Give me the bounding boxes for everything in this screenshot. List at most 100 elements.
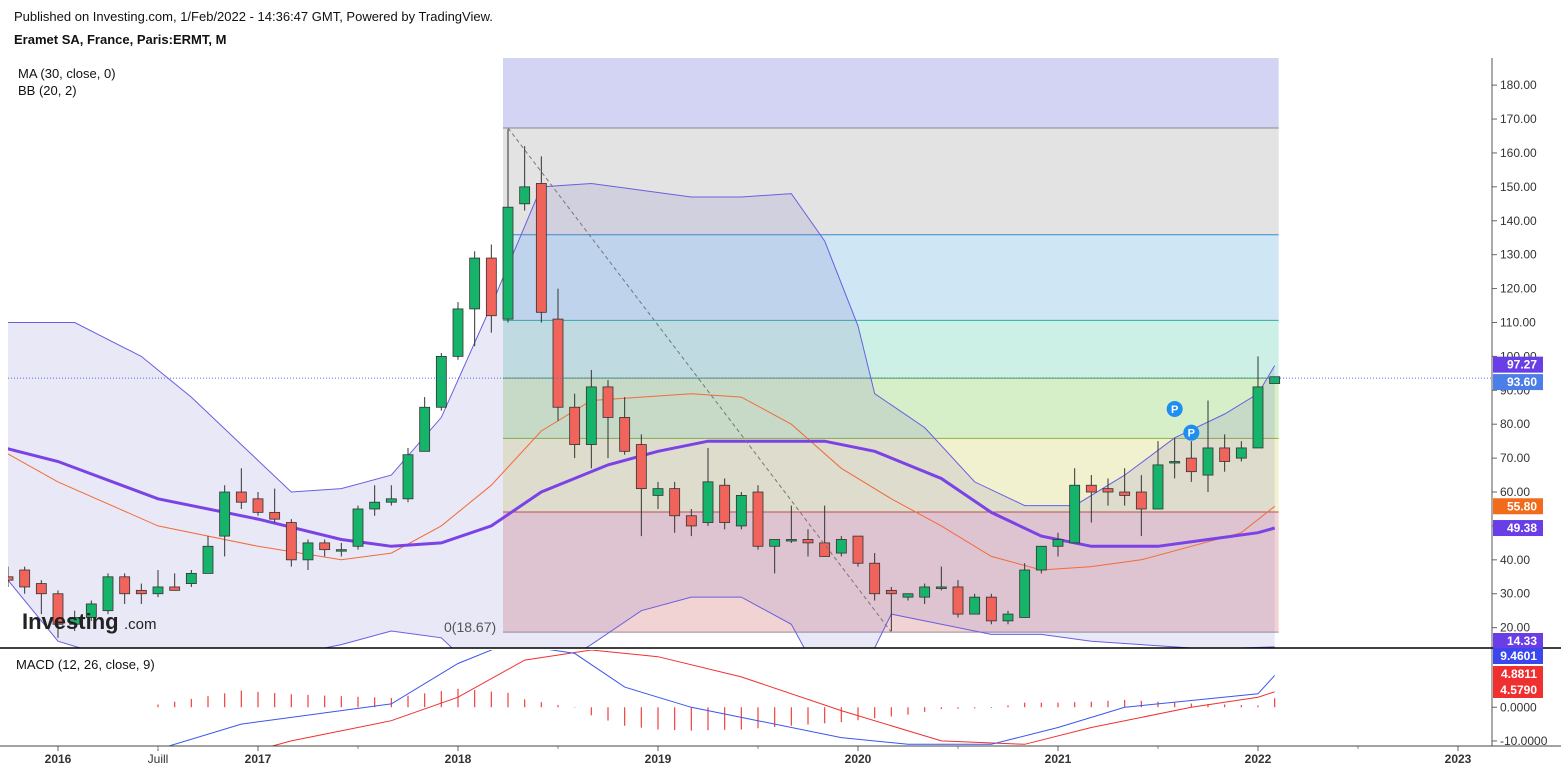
- y-tick-label: 30.00: [1500, 587, 1530, 601]
- bb-basis-line: [8, 393, 1276, 571]
- fib-trendline: [507, 127, 892, 633]
- candle-body: [1119, 491, 1131, 496]
- candle-body: [369, 501, 381, 510]
- candle-body: [185, 573, 197, 584]
- candle-body: [135, 589, 147, 595]
- macd-legend: MACD (12, 26, close, 9): [16, 657, 155, 672]
- x-tick-label: 2020: [845, 752, 872, 766]
- candle-body: [635, 444, 647, 490]
- candle-body: [102, 576, 114, 612]
- candle-body: [8, 576, 14, 581]
- candle-body: [285, 522, 297, 561]
- macd-pane: [157, 650, 1276, 746]
- candle-body: [985, 596, 997, 622]
- candle-body: [602, 386, 614, 418]
- logo-text: Investing: [22, 609, 119, 634]
- candle-body: [1085, 484, 1097, 493]
- price-badge: 55.80: [1493, 498, 1543, 515]
- price-badge-text: 55.80: [1507, 499, 1537, 513]
- price-badge-bg: [1493, 498, 1543, 515]
- candle-body: [785, 539, 797, 542]
- price-badge-text: 4.5790: [1500, 683, 1537, 697]
- candle-body: [569, 406, 581, 445]
- y-tick-label: 80.00: [1500, 417, 1530, 431]
- pivot-marker-letter: P: [1171, 404, 1178, 416]
- price-badge-bg: [1493, 633, 1543, 649]
- price-badge-text: 97.27: [1507, 358, 1537, 372]
- bb-upper-line: [8, 182, 1276, 507]
- candle-body: [1269, 376, 1281, 384]
- logo-suffix: .com: [124, 616, 157, 633]
- candle-body: [419, 406, 431, 452]
- y-tick-label: 140.00: [1500, 214, 1537, 228]
- candle-body: [869, 562, 881, 595]
- x-tick-label: 2016: [45, 752, 72, 766]
- published-line: Published on Investing.com, 1/Feb/2022 -…: [14, 9, 493, 24]
- candle-body: [1235, 447, 1247, 459]
- y-tick-label: 20.00: [1500, 621, 1530, 635]
- price-badge-bg: [1493, 374, 1543, 391]
- symbol-title: Eramet SA, France, Paris:ERMT, M: [14, 32, 227, 47]
- y-tick-label: 150.00: [1500, 180, 1537, 194]
- candlesticks: [8, 129, 1281, 638]
- y-tick-label: 160.00: [1500, 146, 1537, 160]
- bollinger-fill: [8, 183, 1275, 648]
- candle-body: [502, 206, 514, 320]
- investing-logo: Investing .com: [22, 609, 157, 634]
- candle-body: [535, 183, 547, 313]
- candle-body: [585, 386, 597, 445]
- candle-body: [335, 549, 347, 552]
- candle-body: [35, 583, 47, 595]
- candle-body: [202, 545, 214, 574]
- candle-body: [1219, 447, 1231, 462]
- candle-body: [52, 593, 64, 625]
- axes: [0, 58, 1561, 751]
- macd-y-tick-label: 0.0000: [1500, 700, 1537, 714]
- y-tick-label: 40.00: [1500, 553, 1530, 567]
- candle-body: [935, 586, 947, 589]
- candle-body: [435, 355, 447, 408]
- candle-body: [1102, 488, 1114, 493]
- chart-header: Published on Investing.com, 1/Feb/2022 -…: [14, 8, 493, 49]
- candle-body: [402, 454, 414, 500]
- x-tick-label: 2019: [645, 752, 672, 766]
- candle-body: [85, 603, 97, 618]
- candle-body: [269, 511, 281, 520]
- candle-body: [819, 542, 831, 557]
- candle-body: [702, 481, 714, 523]
- candle-body: [752, 491, 764, 547]
- candle-body: [485, 257, 497, 317]
- candle-body: [685, 515, 697, 527]
- candle-body: [1252, 386, 1264, 449]
- candle-body: [885, 589, 897, 595]
- y-tick-label: 130.00: [1500, 248, 1537, 262]
- fib-zero-label: 0(18.67): [444, 619, 496, 635]
- x-tick-label: 2021: [1045, 752, 1072, 766]
- y-tick-label: 60.00: [1500, 485, 1530, 499]
- candle-body: [552, 318, 564, 408]
- candle-body: [319, 542, 331, 551]
- candle-body: [769, 539, 781, 547]
- price-badge-bg: [1493, 648, 1543, 664]
- price-badge-text: 49.38: [1507, 521, 1537, 535]
- candle-body: [69, 617, 81, 625]
- candle-body: [1169, 461, 1181, 464]
- ma-legend: MA (30, close, 0): [18, 66, 116, 81]
- price-badge: 93.60: [1493, 374, 1543, 391]
- candle-body: [1002, 613, 1014, 622]
- candle-body: [169, 586, 181, 591]
- candle-body: [469, 257, 481, 310]
- chart-overlays: PP: [8, 127, 1492, 633]
- pivot-marker-letter: P: [1188, 428, 1195, 440]
- price-badge: 9.4601: [1493, 648, 1543, 664]
- candle-body: [1052, 539, 1064, 547]
- bb-legend: BB (20, 2): [18, 83, 77, 98]
- price-badge-bg: [1493, 356, 1543, 373]
- candle-body: [1069, 484, 1081, 544]
- candle-body: [385, 498, 397, 503]
- candle-body: [835, 539, 847, 554]
- candle-body: [802, 539, 814, 544]
- candle-body: [519, 186, 531, 205]
- pivot-marker-icon: P: [1166, 400, 1183, 417]
